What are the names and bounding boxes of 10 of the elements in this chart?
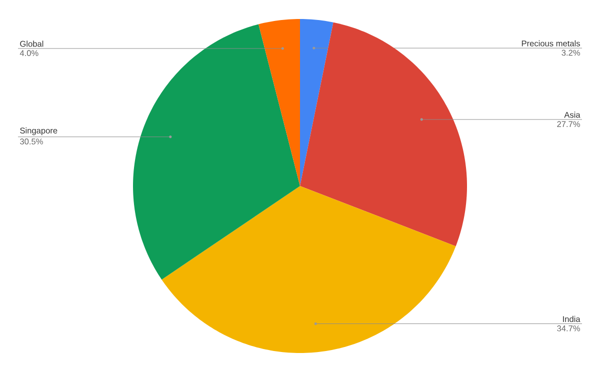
data-label: 34.7% [557, 325, 580, 332]
data-label: 3.2% [562, 50, 580, 56]
data-label: 30.5% [20, 138, 43, 144]
slice-label: India [563, 316, 580, 322]
slice-label: Precious metals [522, 40, 580, 46]
slice-label: Asia [564, 112, 580, 118]
data-label: 4.0% [20, 50, 38, 56]
slice-label: Global [20, 40, 44, 47]
slice-label: Singapore [20, 127, 58, 136]
data-label: 27.7% [557, 121, 580, 128]
